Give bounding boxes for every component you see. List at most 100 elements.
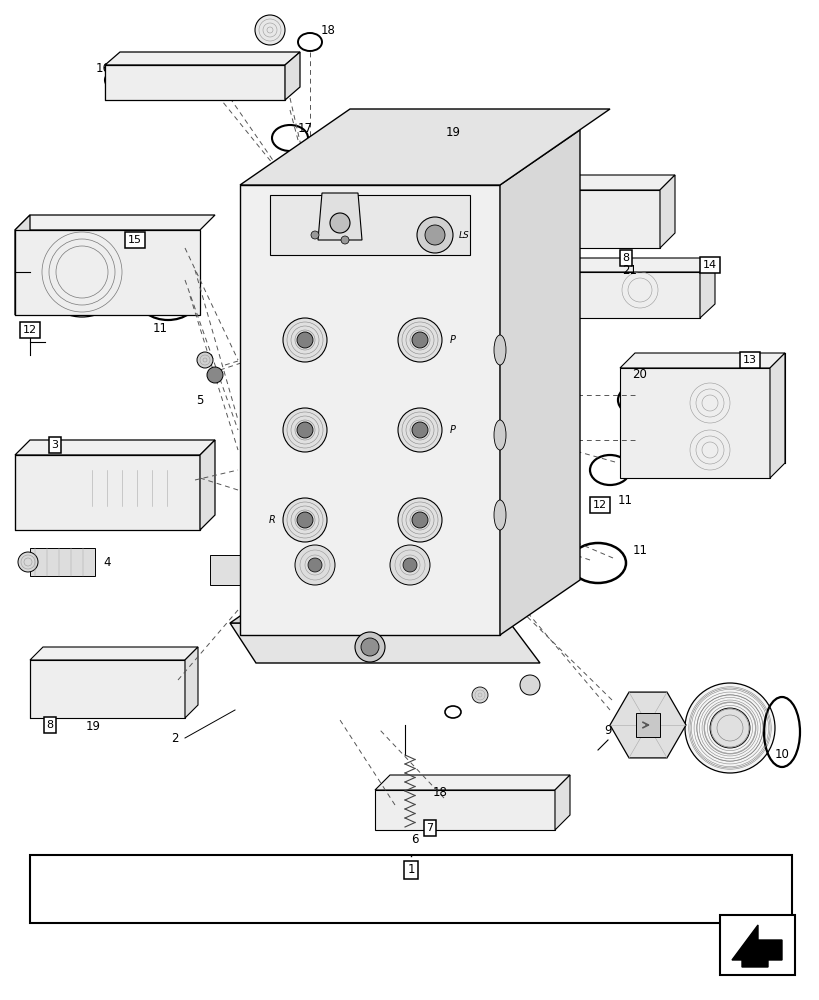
Circle shape [536, 368, 572, 404]
Circle shape [295, 545, 335, 585]
Circle shape [80, 675, 100, 695]
Circle shape [283, 408, 327, 452]
Circle shape [472, 687, 487, 703]
Polygon shape [15, 215, 215, 230]
Polygon shape [15, 230, 200, 315]
Circle shape [355, 632, 385, 662]
Polygon shape [30, 647, 197, 660]
Polygon shape [699, 258, 714, 318]
Polygon shape [609, 692, 686, 758]
Bar [636, 713, 659, 737]
Polygon shape [15, 215, 30, 315]
Text: 4: 4 [103, 556, 111, 570]
Text: 20: 20 [631, 368, 647, 381]
Bar [65, 474, 85, 502]
Circle shape [390, 545, 429, 585]
Polygon shape [619, 353, 784, 368]
Text: 2: 2 [171, 732, 179, 744]
Polygon shape [200, 440, 215, 530]
Text: 7: 7 [129, 70, 137, 80]
Bar [30, 548, 95, 576]
Circle shape [536, 288, 572, 324]
Polygon shape [500, 555, 529, 600]
Text: 6: 6 [411, 833, 419, 846]
Polygon shape [731, 925, 781, 967]
Polygon shape [701, 442, 717, 458]
Circle shape [536, 448, 572, 484]
Polygon shape [210, 555, 240, 585]
Circle shape [360, 638, 378, 656]
Circle shape [308, 558, 322, 572]
Polygon shape [105, 65, 285, 100]
Polygon shape [618, 266, 660, 314]
Polygon shape [659, 175, 674, 248]
Circle shape [37, 227, 127, 317]
Polygon shape [701, 395, 717, 411]
Circle shape [296, 332, 313, 348]
Circle shape [283, 318, 327, 362]
Text: 19: 19 [445, 126, 460, 139]
Circle shape [62, 252, 102, 292]
Circle shape [486, 790, 523, 826]
Text: 18: 18 [320, 24, 335, 37]
Circle shape [341, 236, 349, 244]
Text: 12: 12 [23, 325, 37, 335]
Text: 15: 15 [128, 235, 142, 245]
Text: 9: 9 [604, 724, 611, 736]
Polygon shape [686, 377, 731, 429]
Circle shape [329, 213, 350, 233]
Polygon shape [632, 283, 646, 297]
Text: 3: 3 [52, 440, 58, 450]
Ellipse shape [493, 420, 505, 450]
Circle shape [434, 137, 470, 173]
Circle shape [417, 217, 452, 253]
Ellipse shape [493, 500, 505, 530]
Polygon shape [500, 130, 579, 635]
Text: 18: 18 [432, 786, 447, 799]
Text: 8: 8 [622, 253, 629, 263]
Circle shape [296, 422, 313, 438]
Polygon shape [229, 585, 564, 623]
Circle shape [397, 318, 441, 362]
Polygon shape [540, 175, 674, 190]
Circle shape [709, 708, 749, 748]
Circle shape [255, 15, 285, 45]
Polygon shape [540, 190, 659, 248]
Text: 11: 11 [152, 322, 167, 334]
Polygon shape [185, 647, 197, 718]
Circle shape [397, 498, 441, 542]
Circle shape [411, 422, 428, 438]
Circle shape [206, 367, 223, 383]
Text: 1: 1 [407, 863, 414, 876]
Circle shape [614, 208, 634, 228]
Text: 5: 5 [196, 393, 203, 406]
Circle shape [283, 498, 327, 542]
Bar [719, 915, 794, 975]
Circle shape [197, 352, 213, 368]
Bar [30, 855, 791, 923]
Circle shape [684, 683, 774, 773]
Polygon shape [30, 660, 185, 718]
Circle shape [201, 67, 219, 85]
Text: 17: 17 [297, 122, 312, 135]
Circle shape [445, 147, 460, 163]
Text: 21: 21 [622, 263, 636, 276]
Text: 16: 16 [95, 62, 111, 75]
Text: 14: 14 [702, 260, 716, 270]
Polygon shape [559, 258, 714, 272]
Ellipse shape [493, 335, 505, 365]
Text: 7: 7 [426, 823, 433, 833]
Circle shape [402, 558, 417, 572]
Text: 10: 10 [774, 748, 789, 762]
Polygon shape [554, 775, 569, 830]
Circle shape [424, 225, 445, 245]
Circle shape [310, 231, 319, 239]
Polygon shape [229, 623, 540, 663]
Circle shape [519, 675, 540, 695]
Text: P: P [450, 335, 455, 345]
Polygon shape [240, 109, 609, 185]
Polygon shape [240, 185, 500, 635]
Polygon shape [434, 495, 479, 625]
Polygon shape [269, 195, 469, 255]
Polygon shape [559, 272, 699, 318]
